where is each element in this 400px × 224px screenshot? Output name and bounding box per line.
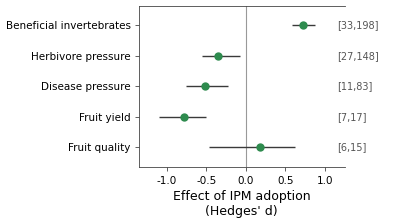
Text: [6,15]: [6,15] (337, 142, 366, 152)
Text: [7,17]: [7,17] (337, 112, 366, 122)
Text: [11,83]: [11,83] (337, 81, 372, 91)
Text: [27,148]: [27,148] (337, 51, 378, 61)
X-axis label: Effect of IPM adoption
(Hedges' d): Effect of IPM adoption (Hedges' d) (173, 190, 310, 218)
Text: [33,198]: [33,198] (337, 20, 378, 30)
